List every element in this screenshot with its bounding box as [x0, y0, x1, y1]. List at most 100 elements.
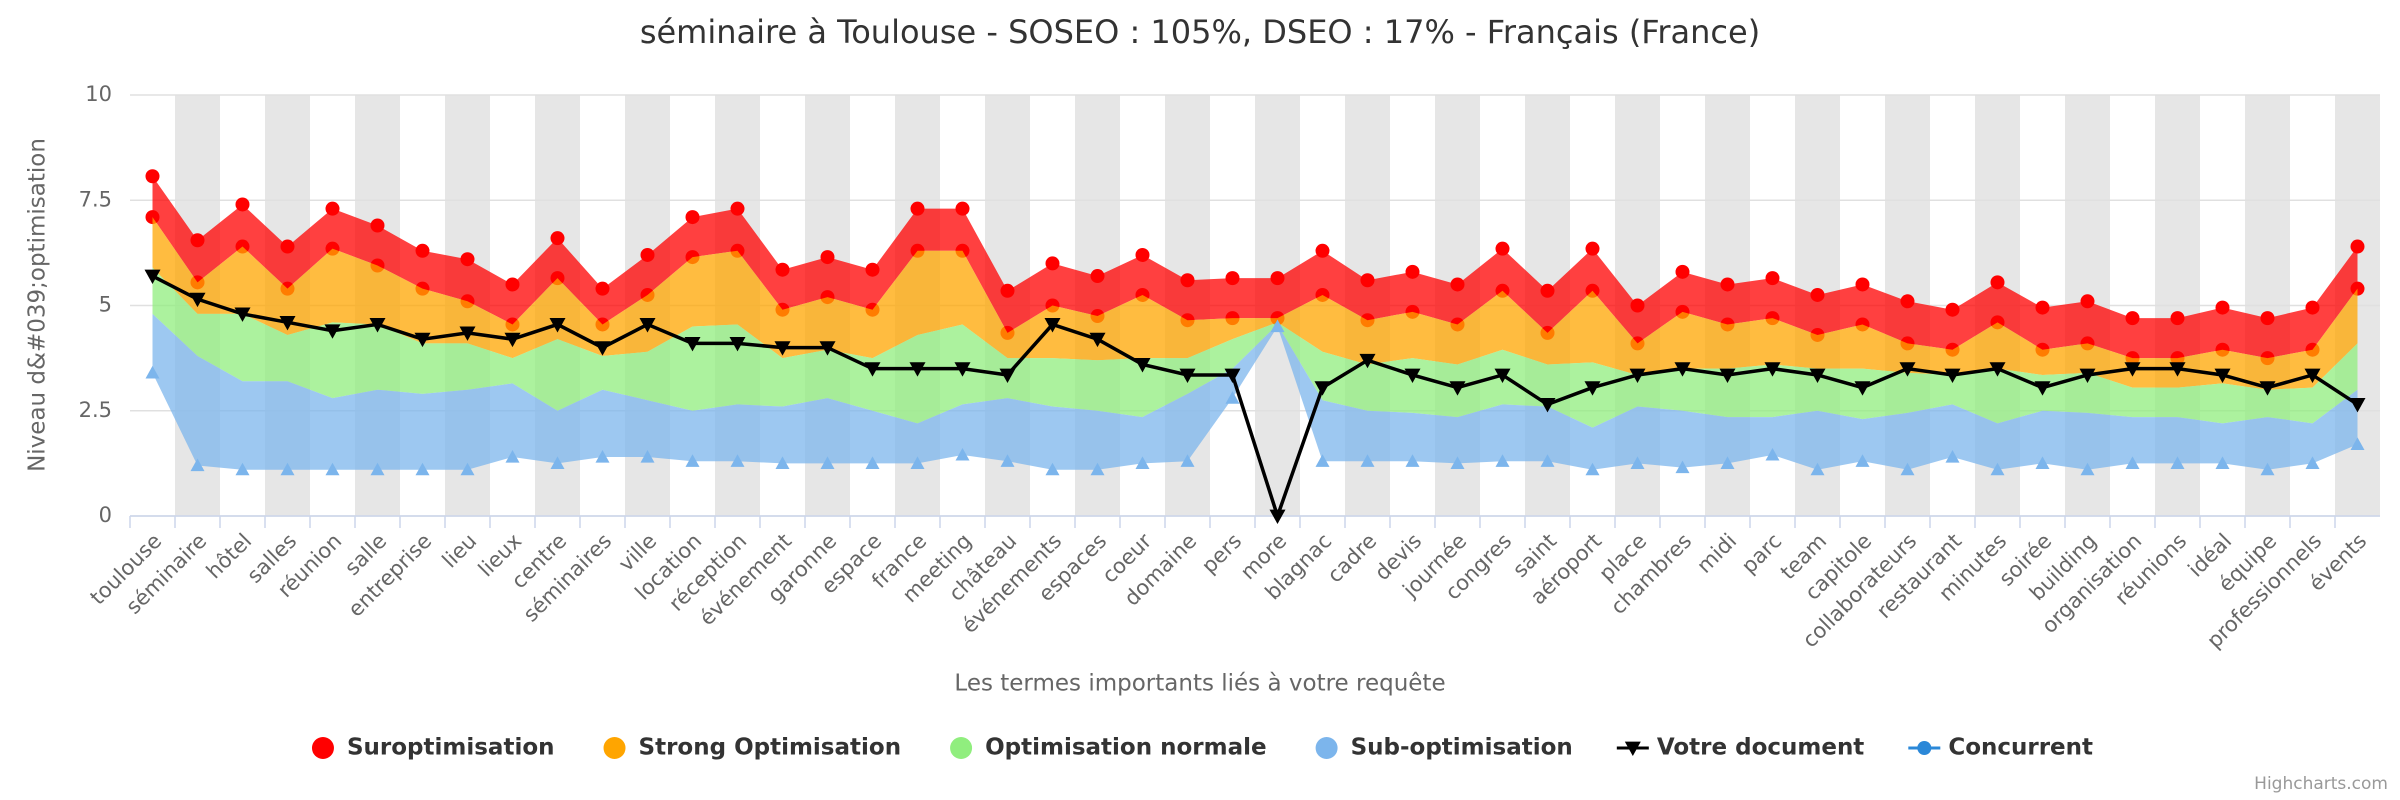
marker — [1629, 368, 1646, 383]
marker — [1720, 277, 1735, 292]
legend-symbol — [1315, 737, 1338, 759]
marker — [775, 262, 790, 277]
marker — [235, 462, 250, 476]
marker — [2079, 368, 2096, 383]
marker — [1045, 256, 1060, 271]
legend-item: Optimisation normale — [950, 735, 1267, 761]
marker — [1539, 398, 1556, 413]
marker — [1224, 368, 1241, 383]
marker — [2304, 368, 2321, 383]
marker — [1180, 273, 1195, 288]
marker — [684, 336, 701, 352]
marker — [2035, 300, 2050, 315]
marker — [1449, 381, 1466, 396]
legend-item: Concurrent — [1908, 735, 2093, 761]
marker — [820, 456, 835, 469]
marker — [2349, 398, 2366, 413]
marker — [1765, 447, 1780, 461]
marker — [1044, 318, 1061, 333]
marker — [1674, 362, 1691, 377]
marker — [1180, 454, 1195, 467]
marker — [1900, 462, 1915, 476]
marker — [2350, 437, 2365, 451]
marker — [2125, 456, 2140, 469]
marker — [1314, 381, 1331, 396]
marker — [1135, 456, 1150, 469]
x-tick-label: cadre — [1323, 529, 1382, 588]
marker — [415, 462, 430, 476]
y-tick-label: 0 — [99, 503, 112, 527]
marker — [280, 462, 295, 476]
marker — [1990, 462, 2005, 476]
legend-item: Suroptimisation — [311, 735, 555, 761]
marker — [1585, 462, 1600, 476]
marker — [1404, 368, 1421, 383]
marker — [685, 210, 700, 225]
marker — [505, 450, 520, 463]
credits[interactable]: Highcharts.com — [2254, 774, 2388, 794]
y-tick-label: 2.5 — [79, 398, 112, 422]
marker — [1855, 277, 1870, 292]
marker — [279, 315, 296, 331]
marker — [1675, 460, 1690, 474]
marker — [2259, 381, 2276, 396]
legend-symbol — [950, 737, 973, 759]
marker — [1989, 362, 2006, 377]
marker — [639, 318, 656, 333]
marker — [1945, 302, 1960, 317]
legend-label: Optimisation normale — [985, 735, 1267, 761]
marker — [1494, 368, 1511, 383]
marker — [550, 231, 565, 246]
marker — [730, 454, 745, 467]
legend-label: Concurrent — [1948, 735, 2093, 761]
marker — [1090, 269, 1105, 284]
marker — [1585, 241, 1600, 256]
marker — [865, 262, 880, 277]
x-tick-label: midi — [1692, 529, 1741, 578]
marker — [459, 326, 476, 341]
marker — [2260, 311, 2275, 326]
marker — [1584, 381, 1601, 396]
chart-title: séminaire à Toulouse - SOSEO : 105%, DSE… — [640, 13, 1760, 51]
marker — [415, 243, 430, 258]
marker — [640, 247, 655, 262]
marker — [325, 201, 340, 216]
marker — [819, 341, 836, 356]
marker — [2125, 311, 2140, 326]
y-tick-label: 10 — [85, 82, 112, 106]
marker — [910, 201, 925, 216]
marker — [2124, 362, 2141, 377]
marker — [1810, 462, 1825, 476]
marker — [2350, 239, 2365, 254]
marker — [2214, 368, 2231, 383]
marker — [1134, 358, 1151, 373]
x-axis-title: Les termes importants liés à votre requê… — [954, 671, 1445, 697]
marker — [1270, 271, 1285, 286]
marker — [1000, 283, 1015, 298]
marker — [1719, 368, 1736, 383]
marker — [280, 239, 295, 254]
legend-label: Votre document — [1657, 735, 1865, 761]
marker — [1855, 454, 1870, 467]
marker — [460, 462, 475, 476]
marker — [1359, 353, 1376, 369]
marker — [1179, 368, 1196, 383]
marker — [730, 201, 745, 216]
marker — [729, 336, 746, 352]
marker — [640, 450, 655, 463]
marker — [1360, 273, 1375, 288]
marker — [1495, 241, 1510, 256]
marker — [864, 362, 881, 377]
marker — [1135, 247, 1150, 262]
marker — [1315, 454, 1330, 467]
marker — [549, 318, 566, 333]
marker — [2215, 300, 2230, 315]
marker — [2080, 462, 2095, 476]
marker — [1360, 454, 1375, 467]
marker — [370, 218, 385, 233]
marker — [1089, 332, 1106, 348]
marker — [999, 368, 1016, 383]
legend-label: Sub-optimisation — [1351, 735, 1573, 761]
legend-item: Sub-optimisation — [1315, 735, 1573, 761]
